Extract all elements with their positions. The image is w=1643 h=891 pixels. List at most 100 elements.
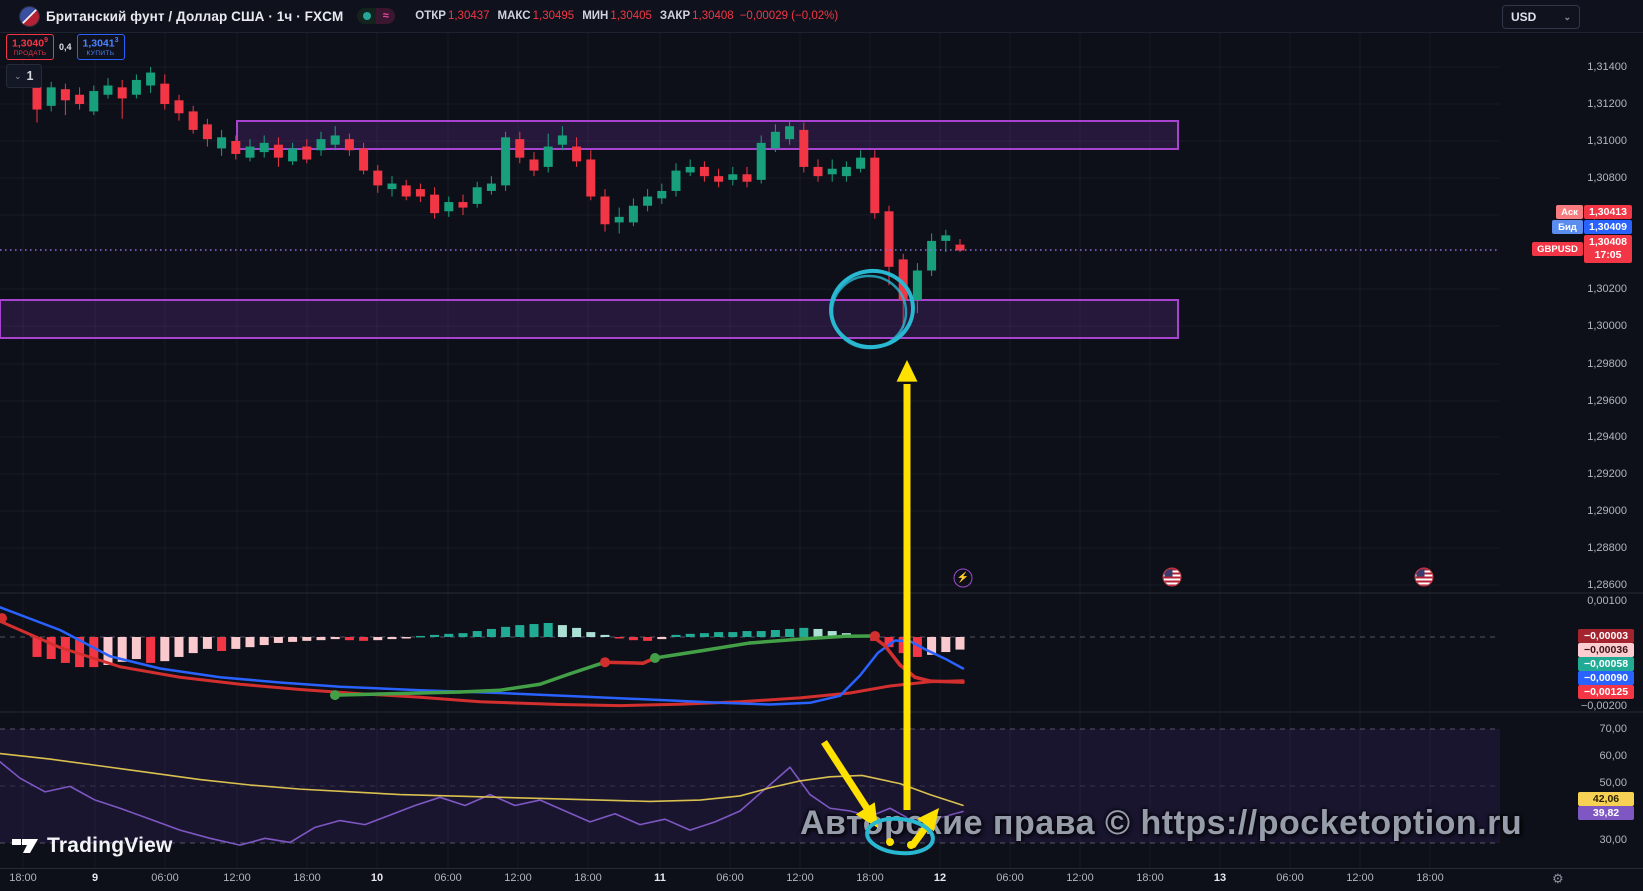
price-scale-tick[interactable]: 1,29800: [1587, 358, 1627, 370]
low-label: МИН: [582, 10, 609, 22]
candle-body: [912, 270, 922, 301]
time-axis-tick[interactable]: 10: [370, 872, 384, 884]
price-scale-tick[interactable]: 1,29600: [1587, 395, 1627, 407]
price-scale-tick[interactable]: 1,30000: [1587, 320, 1627, 332]
candle-body: [75, 94, 85, 104]
open-value: 1,30437: [447, 10, 490, 22]
supply-demand-zone[interactable]: [236, 120, 1179, 150]
time-axis-tick[interactable]: 06:00: [716, 872, 744, 884]
time-axis-tick[interactable]: 18:00: [293, 872, 321, 884]
last-price-label: 1,30408 17:05: [1584, 235, 1632, 263]
price-scale-tick[interactable]: 1,29400: [1587, 431, 1627, 443]
macd-histogram-bar: [387, 637, 397, 640]
sell-label: ПРОДАТЬ: [13, 49, 47, 57]
time-axis-tick[interactable]: 18:00: [1416, 872, 1444, 884]
candle-body: [188, 111, 198, 130]
time-axis-tick[interactable]: 06:00: [996, 872, 1024, 884]
price-scale-tick[interactable]: 1,31200: [1587, 98, 1627, 110]
rsi-value-label: 42,06: [1578, 792, 1634, 806]
time-axis-bar[interactable]: [0, 868, 1643, 891]
buy-button[interactable]: 1,30413 КУПИТЬ: [76, 34, 125, 60]
time-axis-tick[interactable]: 18:00: [574, 872, 602, 884]
price-scale-tick[interactable]: 1,30200: [1587, 283, 1627, 295]
time-axis-tick[interactable]: 18:00: [9, 872, 37, 884]
supply-demand-zone[interactable]: [0, 299, 1179, 339]
tradingview-logo-text: TradingView: [47, 834, 173, 857]
price-scale-tick[interactable]: 1,31400: [1587, 61, 1627, 73]
sell-button[interactable]: 1,30409 ПРОДАТЬ: [6, 34, 54, 60]
currency-selector-button[interactable]: USD ⌄: [1502, 5, 1580, 29]
tradingview-logo[interactable]: TradingView: [12, 834, 173, 858]
price-scale-tick[interactable]: 1,29000: [1587, 505, 1627, 517]
macd-ma-line: [378, 691, 422, 696]
candle-body: [671, 170, 681, 191]
market-status-pill[interactable]: ≈: [357, 8, 396, 24]
price-scale-tick[interactable]: 1,28600: [1587, 579, 1627, 591]
macd-histogram-bar: [529, 624, 539, 637]
macd-histogram-bar: [955, 637, 965, 650]
currency-label: USD: [1511, 10, 1537, 24]
price-scale-tick[interactable]: 1,31000: [1587, 135, 1627, 147]
time-axis-tick[interactable]: 12:00: [786, 872, 814, 884]
candle-body: [870, 157, 880, 214]
macd-histogram-bar: [103, 637, 113, 665]
price-scale-tick[interactable]: 30,00: [1599, 834, 1627, 846]
macd-histogram-bar: [486, 628, 496, 637]
candle-body: [557, 135, 567, 145]
time-axis-tick[interactable]: 12:00: [223, 872, 251, 884]
candle-body: [628, 205, 638, 223]
time-axis-tick[interactable]: 06:00: [1276, 872, 1304, 884]
candle-body: [756, 142, 766, 180]
price-scale-tick[interactable]: 1,30800: [1587, 172, 1627, 184]
us-flag-icon[interactable]: [1414, 567, 1434, 587]
macd-ma-line: [653, 649, 702, 660]
macd-histogram-bar: [827, 631, 837, 637]
price-scale-tick[interactable]: −0,00200: [1580, 700, 1627, 712]
close-value: 1,30408: [692, 10, 734, 22]
gear-icon[interactable]: ⚙: [1552, 871, 1564, 886]
macd-histogram-bar: [714, 632, 724, 637]
price-scale-tick[interactable]: 70,00: [1599, 723, 1627, 735]
candle-body: [103, 85, 113, 95]
time-axis-tick[interactable]: 9: [91, 872, 99, 884]
price-scale-tick[interactable]: 1,29200: [1587, 468, 1627, 480]
macd-histogram-bar: [245, 637, 255, 648]
candle-body: [898, 259, 908, 301]
change-value: −0,00029 (−0,02%): [739, 10, 839, 22]
time-axis-tick[interactable]: 11: [654, 872, 666, 884]
time-axis-tick[interactable]: 12: [933, 872, 947, 884]
time-axis-tick[interactable]: 06:00: [151, 872, 179, 884]
macd-histogram-bar: [614, 637, 624, 639]
candle-body: [288, 148, 298, 162]
time-axis-tick[interactable]: 12:00: [1066, 872, 1094, 884]
price-scale-tick[interactable]: 1,28800: [1587, 542, 1627, 554]
time-axis-tick[interactable]: 12:00: [1346, 872, 1374, 884]
macd-histogram-bar: [600, 634, 610, 637]
candle-body: [586, 159, 596, 197]
legend-collapse-box[interactable]: ⌄ 1: [6, 64, 42, 88]
bid-price-label: 1,30409: [1584, 220, 1632, 234]
macd-value-label: −0,00058: [1578, 657, 1634, 671]
price-scale-tick[interactable]: 60,00: [1599, 750, 1627, 762]
price-scale-tick[interactable]: 50,00: [1599, 777, 1627, 789]
macd-histogram-bar: [756, 631, 766, 637]
symbol-title[interactable]: Британский фунт / Доллар США · 1ч · FXCM: [46, 8, 344, 24]
candle-body: [430, 194, 440, 214]
candle-body: [841, 166, 851, 177]
time-axis-tick[interactable]: 06:00: [434, 872, 462, 884]
macd-histogram-bar: [273, 637, 283, 643]
time-axis-tick[interactable]: 12:00: [504, 872, 532, 884]
macd-histogram-bar: [174, 637, 184, 657]
macd-histogram-bar: [884, 637, 894, 648]
us-flag-icon[interactable]: [1162, 567, 1182, 587]
lightning-icon[interactable]: ⚡: [953, 568, 973, 588]
price-scale-tick[interactable]: 0,00100: [1587, 595, 1627, 607]
time-axis-tick[interactable]: 13: [1213, 872, 1227, 884]
time-axis-tick[interactable]: 18:00: [856, 872, 884, 884]
macd-histogram-bar: [217, 637, 227, 651]
time-axis-tick[interactable]: 18:00: [1136, 872, 1164, 884]
macd-histogram-bar: [898, 637, 908, 654]
candle-body: [32, 85, 42, 110]
macd-ma-line: [458, 688, 502, 694]
